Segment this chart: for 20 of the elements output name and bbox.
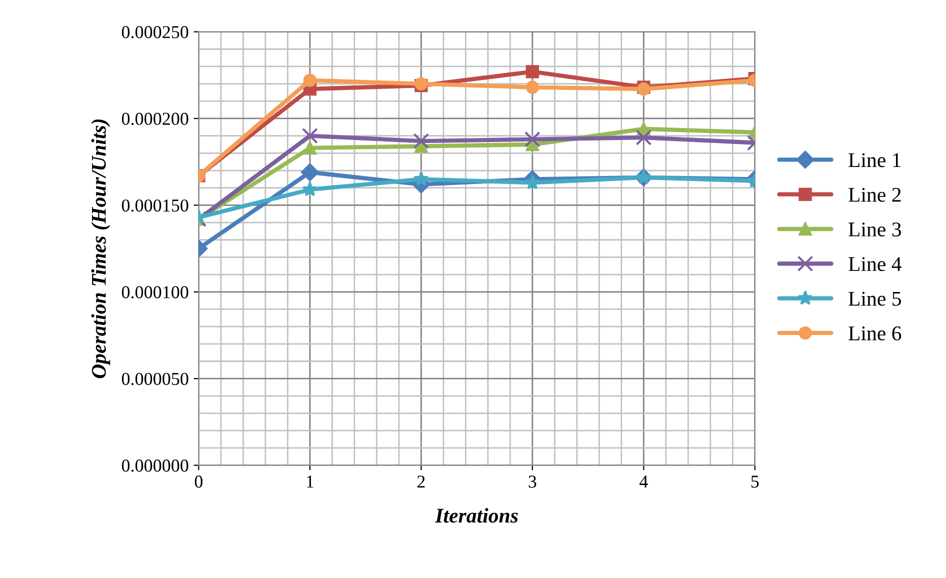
legend-label: Line 2 <box>848 188 901 202</box>
x-tick-label: 5 <box>751 476 759 488</box>
legend-label: Line 3 <box>848 222 901 236</box>
legend-label: Line 5 <box>848 292 901 306</box>
x-tick-label: 4 <box>639 476 648 488</box>
x-tick-label: 1 <box>306 476 314 488</box>
x-tick-label: 3 <box>528 476 536 488</box>
x-axis-title: Iterations <box>434 508 518 523</box>
y-axis-title: Operation Times (Hour/Units) <box>91 119 110 378</box>
legend-label: Line 4 <box>848 257 902 272</box>
legend-label: Line 6 <box>848 326 902 340</box>
y-tick-label: 0.000150 <box>122 199 188 212</box>
y-tick-label: 0.000100 <box>122 286 188 298</box>
legend-label: Line 1 <box>848 153 901 168</box>
y-tick-label: 0.000000 <box>122 460 188 472</box>
y-tick-label: 0.000250 <box>122 26 188 38</box>
x-tick-label: 2 <box>417 476 425 488</box>
y-tick-label: 0.000050 <box>122 372 188 386</box>
x-tick-label: 0 <box>194 476 202 488</box>
y-tick-label: 0.000200 <box>122 112 188 126</box>
